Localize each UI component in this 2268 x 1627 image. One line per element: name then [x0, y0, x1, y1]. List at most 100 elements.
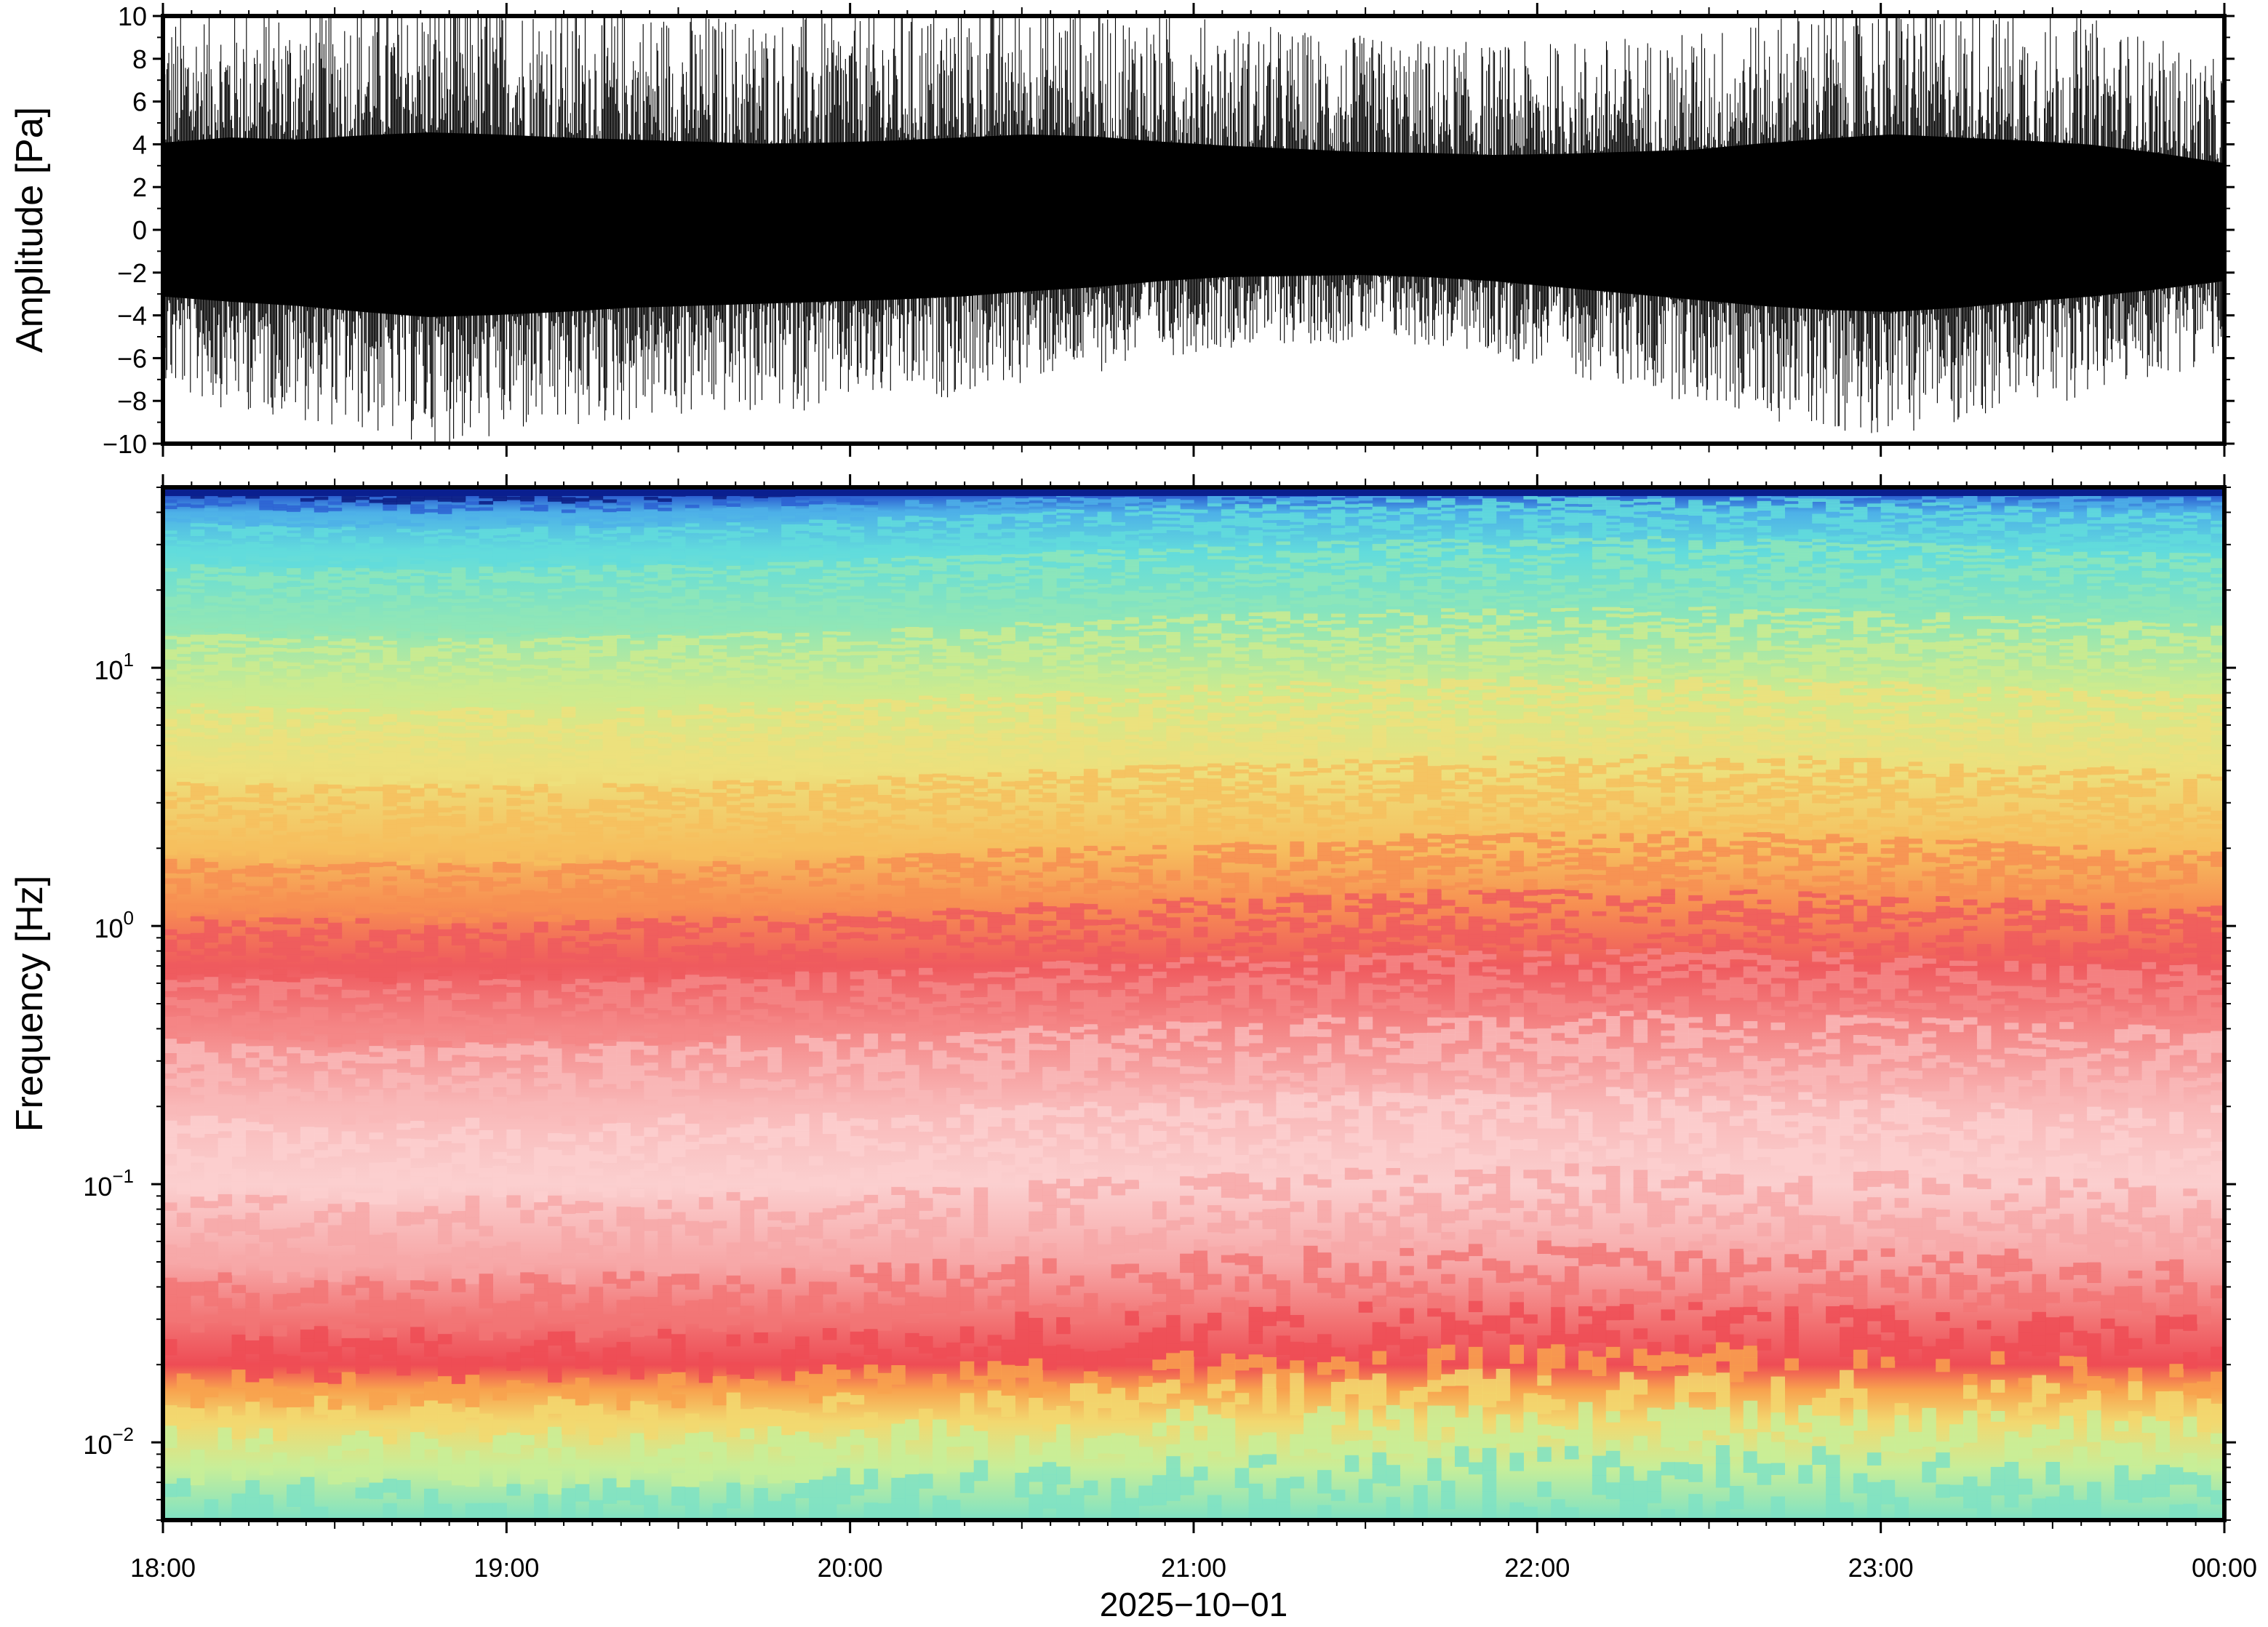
spectrogram-cell: [575, 884, 590, 889]
spectrogram-cell: [919, 1151, 933, 1162]
spectrogram-cell: [534, 687, 548, 690]
spectrogram-cell: [218, 607, 233, 610]
spectrogram-cell: [891, 1118, 906, 1129]
spectrogram-cell: [603, 898, 618, 905]
spectrogram-cell: [617, 1134, 631, 1146]
spectrogram-cell: [767, 597, 782, 601]
spectrogram-cell: [905, 1271, 919, 1285]
spectrogram-cell: [589, 524, 604, 528]
spectrogram-cell: [767, 927, 782, 933]
spectrogram-cell: [479, 638, 494, 641]
spectrogram-cell: [177, 684, 191, 688]
spectrogram-cell: [630, 906, 644, 913]
spectrogram-cell: [767, 623, 782, 627]
spectrogram-cell: [658, 900, 672, 906]
spectrogram-cell: [864, 721, 879, 725]
spectrogram-cell: [878, 1210, 893, 1217]
spectrogram-cell: [809, 1067, 823, 1076]
spectrogram-cell: [369, 716, 383, 721]
spectrogram-cell: [383, 930, 397, 937]
spectrogram-cell: [671, 620, 686, 623]
spectrogram-cell: [492, 615, 507, 618]
spectrogram-cell: [562, 713, 576, 717]
spectrogram-cell: [699, 769, 714, 773]
spectrogram-cell: [506, 1174, 521, 1187]
spectrogram-cell: [204, 893, 219, 898]
spectrogram-cell: [809, 501, 823, 505]
spectrogram-cell: [795, 972, 810, 980]
spectrogram-cell: [740, 1306, 755, 1316]
spectrogram-cell: [204, 570, 219, 574]
spectrogram-cell: [424, 1400, 439, 1420]
spectrogram-cell: [795, 633, 810, 636]
spectrogram-cell: [658, 1190, 672, 1200]
spectrogram-cell: [960, 1066, 975, 1074]
spectrogram-cell: [410, 1029, 425, 1035]
spectrogram-cell: [479, 693, 494, 697]
spectrogram-cell: [328, 1034, 343, 1040]
spectrogram-cell: [424, 694, 439, 697]
spectrogram-cell: [287, 1031, 301, 1040]
spectrogram-cell: [273, 1056, 287, 1066]
spectrogram-cell: [287, 649, 301, 652]
spectrogram-cell: [232, 943, 247, 949]
spectrogram-cell: [933, 1028, 947, 1036]
spectrogram-cell: [850, 1418, 865, 1430]
spectrogram-cell: [506, 653, 521, 657]
spectrogram-cell: [466, 929, 480, 934]
spectrogram-cell: [534, 580, 548, 583]
spectrogram-cell: [767, 987, 782, 992]
spectrogram-cell: [933, 1217, 947, 1226]
spectrogram-cell: [218, 870, 233, 876]
spectrogram-cell: [713, 990, 727, 996]
spectrogram-cell: [974, 1044, 989, 1053]
spectrogram-cell: [946, 992, 961, 1000]
spectrogram-cell: [479, 1248, 494, 1263]
spectrogram-cell: [300, 762, 315, 767]
spectrogram-cell: [823, 953, 837, 959]
spectrogram-cell: [754, 686, 768, 689]
spectrogram-cell: [287, 982, 301, 989]
spectrogram-cell: [809, 601, 823, 605]
spectrogram-cell: [424, 497, 439, 500]
spectrogram-cell: [232, 592, 247, 596]
spectrogram-cell: [891, 1454, 906, 1478]
spectrogram-cell: [506, 846, 521, 851]
spectrogram-cell: [713, 536, 727, 540]
spectrogram-cell: [479, 1086, 494, 1093]
spectrogram-cell: [287, 518, 301, 521]
spectrogram-cell: [328, 827, 343, 832]
spectrogram-cell: [617, 764, 631, 769]
spectrogram-cell: [314, 844, 329, 848]
spectrogram-cell: [232, 1137, 247, 1146]
spectrogram-cell: [905, 1215, 919, 1229]
spectrogram-cell: [534, 1494, 548, 1521]
spectrogram-cell: [836, 641, 851, 645]
spectrogram-cell: [864, 851, 879, 857]
spectrogram-cell: [630, 967, 644, 972]
spectrogram-cell: [259, 1257, 273, 1271]
spectrogram-cell: [850, 1484, 865, 1496]
spectrogram-cell: [396, 768, 411, 772]
spectrogram-cell: [795, 708, 810, 712]
spectrogram-cell: [300, 608, 315, 612]
spectrogram-cell: [204, 1291, 219, 1306]
spectrogram-cell: [630, 759, 644, 763]
spectrogram-cell: [204, 791, 219, 796]
spectrogram-cell: [369, 584, 383, 588]
spectrogram-cell: [864, 675, 879, 679]
spectrogram-cell: [452, 649, 466, 652]
spectrogram-cell: [191, 763, 205, 767]
spectrogram-cell: [658, 589, 672, 593]
spectrogram-cell: [836, 662, 851, 665]
spectrogram-cell: [878, 548, 893, 551]
spectrogram-cell: [630, 820, 644, 825]
spectrogram-cell: [369, 787, 383, 791]
spectrogram-cell: [356, 1194, 370, 1203]
spectrogram-cell: [781, 500, 796, 503]
spectrogram-cell: [713, 652, 727, 656]
spectrogram-cell: [232, 1426, 247, 1439]
spectrogram-cell: [396, 907, 411, 912]
spectrogram-cell: [479, 877, 494, 883]
spectrogram-cell: [520, 729, 535, 732]
